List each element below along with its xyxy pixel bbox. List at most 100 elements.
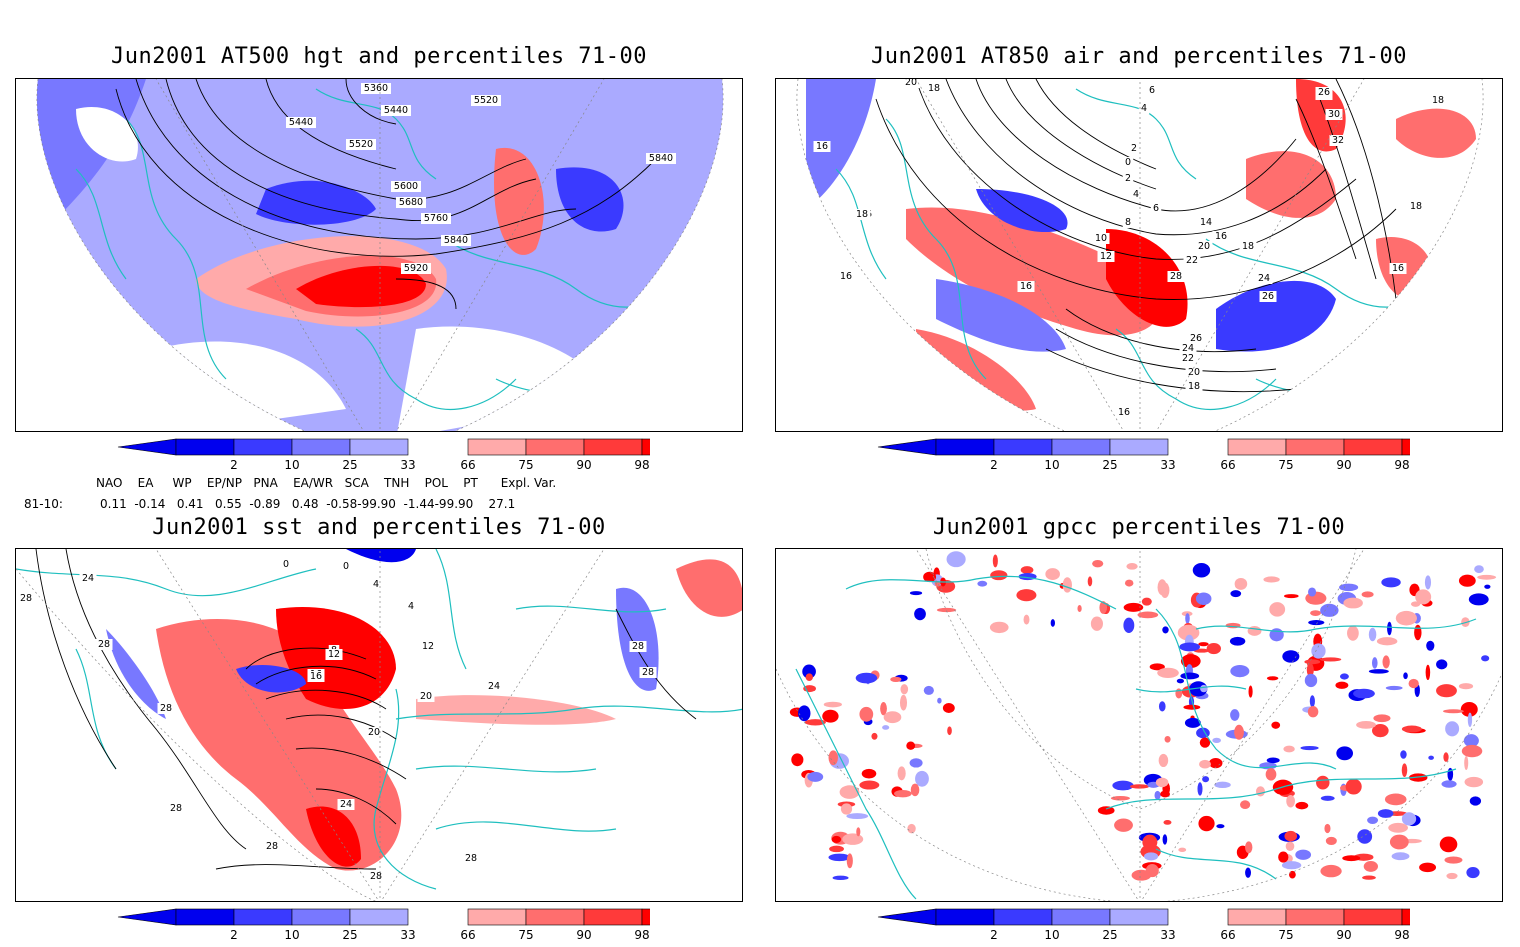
precip-anomaly-patch [1155,777,1169,788]
precip-anomaly-patch [989,621,1009,634]
precip-anomaly-patch [906,741,916,750]
precip-anomaly-patch [1214,781,1231,789]
precip-anomaly-patch [899,694,908,711]
precip-anomaly-patch [822,709,839,723]
precip-anomaly-patch [1445,721,1460,737]
contour-label: 5520 [349,139,373,150]
contour-label-bg [1407,201,1425,212]
precip-anomaly-patch [1180,672,1200,680]
contour-label-bg [902,79,920,88]
precip-anomaly-patch [1206,643,1221,655]
colorbar-segment [1401,908,1410,926]
precip-anomaly-patch [1281,861,1302,870]
precip-anomaly-patch [1306,663,1314,677]
precip-anomaly-patch [1477,574,1497,580]
precip-anomaly-patch [1162,626,1169,634]
contour-label: 16 [310,671,322,682]
precip-anomaly-patch [1234,577,1248,590]
contour-label: 20 [420,691,432,702]
contour-label-bg [307,671,325,682]
precip-anomaly-patch [1401,725,1422,733]
precip-anomaly-patch [1443,752,1449,762]
precip-anomaly-patch [1020,566,1034,574]
precip-anomaly-patch [1320,603,1339,617]
negative-anomaly [256,180,376,225]
precip-anomaly-patch [823,701,842,708]
precip-anomaly-patch [828,853,851,862]
colorbar-segment [935,438,995,456]
contour-label: 0 [1125,157,1131,168]
positive-anomaly [416,695,616,725]
map-panel-hgt: 5360 5520 5440 5440 5520 5840 5600 5680 5760 5840… [15,78,743,432]
contour-label-bg [1115,407,1133,418]
colorbar-segment [935,908,995,926]
precip-anomaly-patch [840,803,853,815]
colorbar-tick-label: 25 [1102,458,1117,472]
precip-anomaly-patch [1467,712,1473,727]
precip-anomaly-patch [1373,714,1391,723]
precip-anomaly-patch [1162,834,1168,845]
sst-contours [35,549,697,870]
precip-anomaly-patch [859,780,880,790]
colorbar-tick-label: 90 [1336,928,1351,942]
indices-header: NAO EA WP EP/NP PNA EA/WR SCA TNH POL PT… [96,476,557,490]
contour-label: 14 [1200,217,1212,228]
precip-anomaly-patch [1426,640,1435,651]
positive-anomaly [906,207,1163,336]
contour-label-bg [157,703,175,714]
precip-anomaly-patch [910,783,920,797]
positive-anomaly [1296,79,1346,152]
positive-anomaly [494,147,544,255]
negative-anomaly [556,167,624,232]
contour-label: 5440 [384,105,408,116]
contour-label: 22 [1186,255,1198,266]
contour-label-bg [325,649,343,660]
colorbar-tick-label: 25 [1102,928,1117,942]
precip-anomaly-patches [789,551,1497,881]
precip-anomaly-patch [1265,768,1277,781]
precip-anomaly-patch [1295,801,1309,810]
contour-label-bg [853,209,871,220]
precip-anomaly-patch [1248,685,1253,698]
contour-label-bg [1183,255,1201,266]
precip-anomaly-patch [1307,706,1319,718]
contour-label: 28 [160,703,172,714]
colorbar-tick-label: 98 [1394,458,1409,472]
contour-label-bg [367,871,385,882]
graticule [16,549,605,901]
contour-label: 16 [816,141,828,152]
contour-label: 20 [905,79,917,88]
contour-label-bg [925,83,943,94]
contour-label: 24 [1258,273,1270,284]
colorbar-tick-label: 90 [576,928,591,942]
colorbar-segment [583,908,643,926]
colorbar-tick-label: 75 [518,458,533,472]
contour-label: 12 [1100,251,1112,262]
precip-anomaly-patch [1368,669,1389,674]
precip-anomaly-patch [807,771,824,782]
precip-anomaly-patch [1126,563,1138,570]
precip-anomaly-patch [1269,602,1286,617]
contour-label-bg [1122,157,1134,168]
precip-anomaly-patch [1388,822,1408,833]
precip-anomaly-patch [1320,795,1335,801]
map-sst-svg: 2428282800448121216162020242428282828282… [16,549,742,901]
colorbar-tick-label: 2 [990,458,998,472]
contour-label-bg [1429,95,1447,106]
contour-label: 28 [1170,271,1182,282]
contour-label-bg [263,841,281,852]
colorbar-segment [1051,908,1111,926]
contour-label-bg [1179,343,1197,354]
contour-label: 28 [370,871,382,882]
precip-anomaly-patch [883,711,902,724]
contour-label: 6 [1153,203,1159,214]
colorbar-segment [641,908,650,926]
precip-anomaly-patch [1286,794,1295,808]
precip-anomaly-patch [1050,619,1056,627]
map-panel-sst: 2428282800448121216162020242428282828282… [15,548,743,902]
contour-label-bg [1315,87,1333,98]
precip-anomaly-patch [1176,678,1185,684]
precip-anomaly-patch [1353,688,1375,699]
precip-anomaly-patch [1384,793,1407,806]
